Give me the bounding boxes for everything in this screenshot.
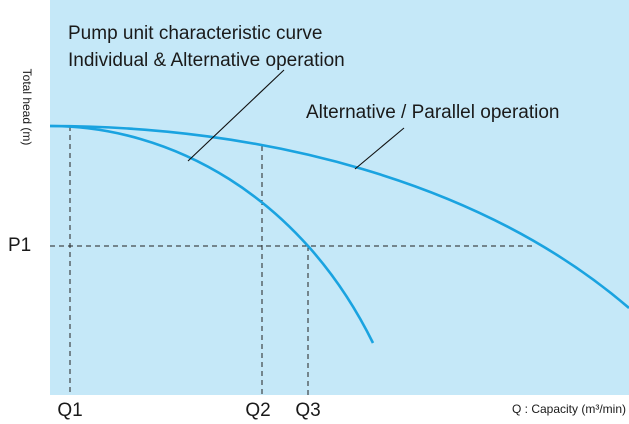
q2-label: Q2 — [245, 400, 270, 421]
leader-line — [354, 127, 405, 170]
leader-line — [187, 69, 285, 162]
annotation: Alternative / Parallel operation — [306, 102, 559, 123]
annotation: Pump unit characteristic curve — [68, 23, 323, 44]
x-axis-label: Q : Capacity (m³/min) — [512, 402, 626, 416]
y-axis-label: Total head (m) — [20, 69, 34, 146]
q1-label: Q1 — [57, 400, 82, 421]
plot-area — [50, 0, 629, 395]
parallel-curve — [49, 124, 629, 309]
individual-curve — [49, 124, 375, 344]
annotation: Individual & Alternative operation — [68, 50, 345, 71]
p1-label: P1 — [8, 235, 31, 256]
q3-label: Q3 — [295, 400, 320, 421]
